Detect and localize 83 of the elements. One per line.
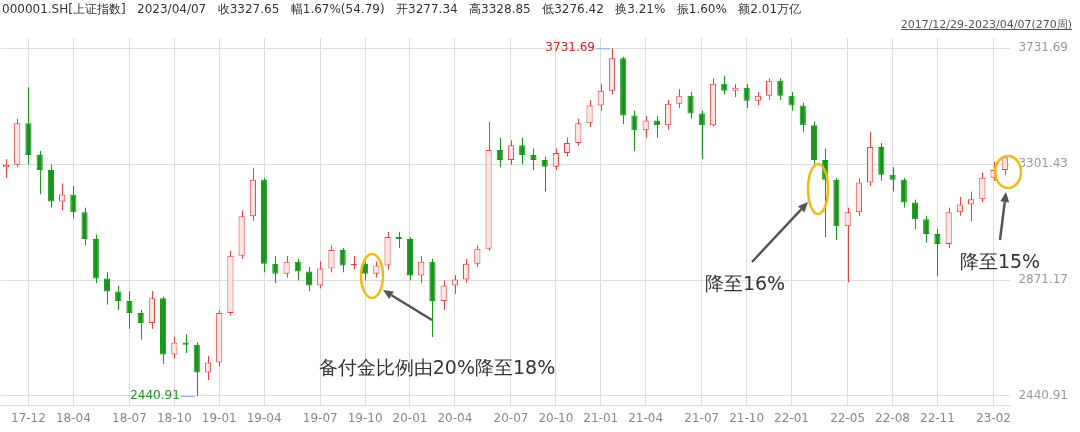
x-tick-label: 21-07 [684, 410, 720, 425]
candlestick [766, 77, 773, 101]
y-tick-label: 2440.91 [1018, 388, 1068, 403]
x-tick-label: 17-12 [11, 410, 46, 425]
candlestick [339, 247, 346, 273]
candlestick [463, 258, 470, 284]
candlestick [777, 77, 784, 101]
candlestick [305, 266, 313, 292]
candlestick [788, 91, 795, 112]
candlestick [418, 255, 425, 284]
candlestick [900, 177, 907, 209]
x-tick-label: 21-10 [729, 410, 765, 425]
x-tick-label: 22-08 [875, 410, 910, 425]
x-tick-label: 23-02 [976, 410, 1011, 425]
candlestick [687, 91, 694, 120]
x-tick-label: 20-10 [538, 410, 574, 425]
y-tick-label: 3731.69 [1018, 40, 1068, 55]
annotation: 3731.69 [545, 40, 595, 55]
candlestick [799, 102, 806, 133]
candlestick [126, 290, 133, 330]
candlestick [148, 290, 155, 330]
candlestick [541, 155, 548, 192]
x-tick-label: 18-04 [55, 410, 91, 425]
candlestick [552, 147, 559, 171]
candlestick [586, 99, 593, 128]
candlestick [283, 255, 290, 279]
candlestick [70, 185, 77, 219]
candlestick [519, 137, 526, 166]
chart-subtitle: 2017/12/29-2023/04/07(270周) [900, 17, 1072, 32]
x-tick-label: 21-04 [628, 410, 664, 425]
candlestick [721, 75, 728, 96]
candlestick [844, 207, 851, 283]
x-tick-label: 19-10 [347, 410, 383, 425]
candlestick [923, 215, 930, 244]
x-tick-label: 22-05 [830, 410, 866, 425]
annotation: 2440.91 [130, 388, 180, 403]
x-tick-label: 18-10 [156, 410, 192, 425]
candlestick [642, 115, 649, 139]
candlestick [743, 83, 750, 109]
x-tick-label: 22-01 [774, 410, 809, 425]
x-tick-label: 19-01 [201, 410, 237, 425]
y-tick-label: 2871.17 [1018, 272, 1068, 287]
x-tick-label: 21-01 [583, 410, 619, 425]
candlestick [530, 147, 537, 171]
candlestick [631, 110, 638, 152]
x-tick-label: 18-07 [112, 410, 147, 425]
x-tick-label: 19-04 [246, 410, 282, 425]
candlestick [676, 88, 683, 109]
x-tick-label: 20-01 [392, 410, 428, 425]
candlestick [934, 228, 941, 277]
x-tick-label: 20-07 [493, 410, 529, 425]
candlestick [564, 137, 571, 157]
candlestick [328, 244, 335, 273]
x-tick-label: 22-11 [920, 410, 955, 425]
candlestick [440, 279, 447, 311]
candlestick [698, 110, 705, 160]
candlestick [597, 83, 604, 112]
candlestick [911, 199, 919, 230]
annotation: 备付金比例由20%降至18% [318, 355, 556, 380]
candlestick [496, 137, 503, 168]
annotation: 降至15% [959, 250, 1041, 272]
candlestick [956, 196, 963, 217]
candlestick [665, 99, 672, 131]
candlestick [889, 166, 896, 192]
candlestick [507, 139, 515, 166]
candlestick [137, 309, 144, 341]
candlestick [115, 285, 122, 311]
candlestick [36, 150, 43, 195]
candlestick [979, 172, 986, 203]
annotation: 降至16% [704, 271, 786, 296]
candlestick [474, 244, 481, 268]
candlestick [317, 261, 324, 289]
candlestick [59, 182, 66, 211]
candlestick [272, 255, 279, 284]
chart-title: 000001.SH[上证指数] 2023/04/07 收3327.65 幅1.67%(54.79) 开3277.34 高3328.85 低3276.42 换3.21% 振1.60% 额2.01万亿 [2, 1, 802, 18]
candlestick [968, 191, 975, 222]
x-tick-label: 20-04 [437, 410, 473, 425]
candlestick [653, 115, 660, 139]
x-tick-label: 19-07 [302, 410, 338, 425]
y-tick-label: 3301.43 [1018, 156, 1068, 171]
candlestick [103, 271, 111, 306]
candlestick [362, 261, 369, 281]
candlestick [575, 118, 582, 147]
